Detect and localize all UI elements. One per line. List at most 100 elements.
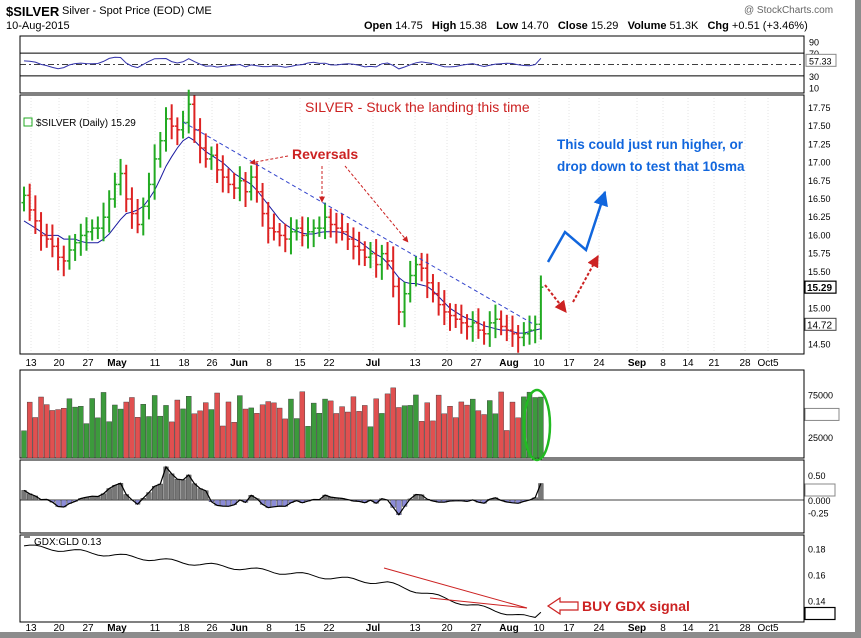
stat-label-low: Low [496,20,522,32]
rsi-line [23,56,542,70]
volume-bar-49 [299,391,306,459]
volume-bar-29 [186,396,192,459]
forecast-rebound-arrow [572,254,599,303]
x-label-bottom-23: 28 [739,623,751,634]
price-tick-5: 16.50 [808,194,831,204]
volume-bar-34 [214,392,220,459]
volume-bar-77 [458,401,465,459]
macd-bar-35 [220,499,226,507]
volume-bar-48 [293,418,300,459]
x-label-top-4: 11 [150,358,161,369]
volume-bar-90 [532,397,538,459]
x-label-bottom-21: 14 [682,623,694,634]
volume-bar-22 [146,416,152,459]
volume-bar-40 [248,407,254,459]
price-tick-7: 16.00 [808,230,831,240]
x-label-bottom-4: 11 [150,623,161,634]
volume-bar-5 [49,410,56,459]
macd-bar-45 [277,499,283,507]
volume-bar-2 [32,417,39,459]
stat-label-high: High [431,20,460,32]
volume-bar-1 [26,401,33,459]
x-label-top-19: Sep [628,358,646,369]
x-label-top-12: 13 [409,358,421,369]
x-label-top-18: 24 [593,358,605,369]
volume-bar-50 [305,426,311,459]
volume-bar-21 [140,404,146,459]
volume-last-box [804,407,840,421]
macd-line [23,465,542,516]
volume-bar-53 [322,398,328,459]
volume-bar-42 [259,404,266,459]
copyright-notice: @ StockCharts.com [744,5,834,16]
buy-signal-annotation: BUY GDX signal [582,598,690,614]
stat-value-high: 15.38 [459,20,497,32]
volume-bar-28 [180,408,186,459]
volume-tick-2: 25000 [808,433,833,443]
ratio-last-box [804,606,836,621]
x-label-bottom-12: 13 [409,623,421,634]
macd-bar-16 [112,485,118,501]
price-legend-icon [23,117,33,127]
sma-value-box [804,317,837,331]
price-tick-1: 17.50 [808,121,831,131]
volume-bar-56 [339,406,345,459]
volume-bar-19 [129,397,135,459]
volume-bar-81 [481,414,487,459]
volume-bar-72 [430,420,436,459]
symbol-description: Silver - Spot Price (EOD) CME [62,5,212,17]
x-label-top-24: Oct5 [757,358,779,369]
x-label-bottom-17: 17 [563,623,575,634]
x-label-top-3: May [107,358,127,369]
volume-bar-14 [100,392,107,459]
volume-bar-58 [350,396,357,459]
x-label-bottom-5: 18 [178,623,190,634]
price-tick-4: 16.75 [808,176,831,186]
x-label-bottom-15: Aug [499,623,518,634]
volume-bar-47 [288,398,294,459]
x-label-top-1: 20 [53,358,65,369]
macd-bar-30 [191,483,198,501]
volume-bar-70 [418,421,425,459]
volume-bar-33 [208,409,215,459]
volume-bar-18 [123,401,129,459]
volume-bar-74 [441,413,448,459]
x-label-top-9: 15 [294,358,306,369]
stat-label-volume: Volume [627,20,670,32]
ratio-line [23,544,542,618]
volume-bar-10 [78,406,84,459]
macd-tick-0: 0.50 [808,471,826,481]
price-tick-0: 17.75 [808,103,831,113]
rsi-tick-0: 90 [809,38,819,48]
x-label-bottom-24: Oct5 [757,623,779,634]
x-label-top-8: 8 [266,358,272,369]
price-tick-6: 16.25 [808,212,831,222]
volume-bar-17 [117,408,124,459]
macd-bar-32 [203,490,209,501]
x-label-bottom-6: 26 [206,623,218,634]
price-tick-3: 17.00 [808,158,831,168]
volume-bar-78 [464,404,470,459]
volume-tick-0: 75000 [808,390,833,400]
stat-value-volume: 51.3K [669,20,708,32]
volume-bar-55 [333,413,340,459]
x-label-top-21: 14 [682,358,694,369]
volume-bar-39 [242,408,249,459]
volume-bar-16 [112,404,118,459]
volume-bar-15 [106,421,112,459]
x-label-bottom-11: Jul [366,623,381,634]
volume-bar-52 [316,413,323,459]
volume-bar-73 [435,394,442,459]
buy-signal-arrow [546,596,579,616]
stat-value-close: 15.29 [590,20,628,32]
x-label-top-16: 10 [533,358,545,369]
volume-bar-38 [237,395,243,459]
volume-bar-41 [254,413,260,459]
volume-bar-62 [373,398,379,459]
x-label-bottom-9: 15 [294,623,306,634]
x-label-top-13: 20 [441,358,453,369]
reversal-arrow-3 [344,165,409,243]
x-label-bottom-13: 20 [441,623,453,634]
macd-bar-24 [157,483,163,501]
macd-bar-29 [186,474,192,501]
